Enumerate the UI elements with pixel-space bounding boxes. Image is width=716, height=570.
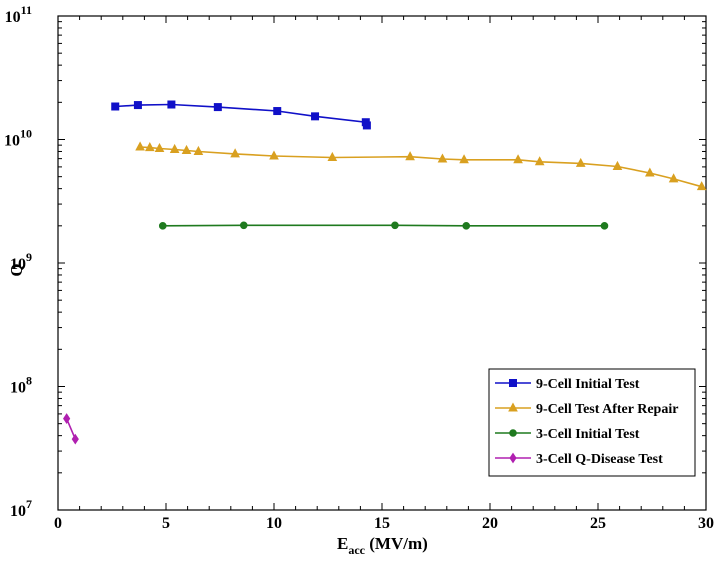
y-tick-exponent: 10: [20, 127, 32, 141]
legend-label: 3-Cell Q-Disease Test: [536, 452, 663, 467]
y-tick-exponent: 11: [21, 3, 32, 17]
data-point-triangle: [154, 142, 165, 153]
data-point-triangle: [508, 402, 518, 412]
data-point-circle: [239, 221, 248, 230]
data-point-triangle: [437, 153, 448, 163]
data-point-triangle: [668, 173, 679, 183]
legend-label: 9-Cell Initial Test: [536, 377, 640, 392]
series-3: [158, 221, 609, 230]
data-point-circle: [600, 222, 609, 230]
data-point-circle: [158, 222, 167, 230]
y-tick-exponent: 7: [26, 497, 32, 511]
data-point-triangle: [181, 144, 192, 154]
data-point-triangle: [169, 143, 180, 153]
x-tick-label: 15: [374, 515, 390, 532]
y-tick-label: 1010: [4, 127, 32, 150]
x-axis-title: Eacc (MV/m): [337, 534, 428, 557]
data-point-triangle: [534, 156, 545, 166]
data-point-triangle: [135, 141, 145, 151]
series-line: [65, 418, 77, 440]
data-point-circle: [391, 221, 399, 230]
legend-label: 9-Cell Test After Repair: [536, 402, 678, 417]
data-point-triangle: [269, 150, 279, 160]
legend-item: 3-Cell Initial Test: [495, 427, 640, 442]
series-2: [135, 141, 707, 191]
data-point-square: [167, 100, 176, 109]
series-layer: [63, 100, 707, 445]
y-tick-label: 108: [10, 374, 32, 397]
series-4: [63, 413, 79, 445]
y-tick-base: 10: [10, 380, 26, 397]
x-axis-title-subscript: acc: [348, 543, 365, 557]
y-tick-label: 107: [10, 497, 32, 520]
data-point-square: [213, 103, 222, 112]
legend-label: 3-Cell Initial Test: [536, 427, 640, 442]
data-point-circle: [462, 222, 471, 230]
x-tick-label: 20: [482, 515, 498, 532]
legend-item: 9-Cell Initial Test: [495, 377, 640, 392]
data-point-diamond: [509, 452, 517, 464]
axis-ticks: [57, 15, 707, 511]
y-tick-base: 10: [10, 503, 26, 520]
y-tick-label: 1011: [5, 3, 32, 26]
data-point-diamond: [63, 413, 71, 424]
x-tick-label: 25: [590, 515, 606, 532]
y-tick-base: 10: [10, 256, 26, 273]
data-point-square: [273, 107, 282, 116]
legend-items: 9-Cell Initial Test 9-Cell Test After Rep…: [495, 377, 678, 467]
data-point-triangle: [405, 151, 415, 161]
data-point-triangle: [645, 167, 655, 177]
x-tick-label: 5: [162, 515, 170, 532]
data-point-square: [362, 121, 371, 130]
data-point-triangle: [193, 145, 204, 155]
legend: 9-Cell Initial Test 9-Cell Test After Rep…: [488, 368, 696, 477]
y-tick-label: 109: [10, 250, 32, 273]
legend-item: 3-Cell Q-Disease Test: [495, 452, 663, 467]
data-point-triangle: [230, 148, 240, 158]
series-1: [111, 100, 371, 130]
data-point-square: [509, 379, 517, 387]
data-point-circle: [509, 429, 517, 437]
data-point-triangle: [575, 157, 586, 167]
series-line: [115, 103, 368, 126]
y-tick-exponent: 9: [26, 250, 32, 264]
series-line: [162, 224, 605, 227]
x-tick-label: 30: [698, 515, 714, 532]
y-axis-title: Q: [7, 263, 26, 276]
x-axis-title-unit: (MV/m): [365, 534, 428, 553]
y-tick-exponent: 8: [26, 374, 32, 388]
x-tick-label: 0: [54, 515, 62, 532]
data-point-triangle: [459, 154, 469, 164]
y-tick-base: 10: [4, 133, 20, 150]
data-point-triangle: [144, 142, 155, 152]
x-axis-title-main: E: [337, 534, 348, 553]
data-point-triangle: [327, 151, 338, 161]
data-point-square: [133, 101, 142, 110]
data-point-triangle: [696, 181, 707, 191]
data-point-diamond: [71, 433, 79, 445]
data-point-triangle: [513, 154, 523, 164]
data-point-square: [311, 112, 320, 121]
legend-item: 9-Cell Test After Repair: [495, 402, 678, 417]
y-tick-base: 10: [5, 9, 21, 26]
x-tick-label: 10: [266, 515, 282, 532]
data-point-triangle: [612, 160, 623, 170]
data-point-square: [111, 102, 120, 111]
